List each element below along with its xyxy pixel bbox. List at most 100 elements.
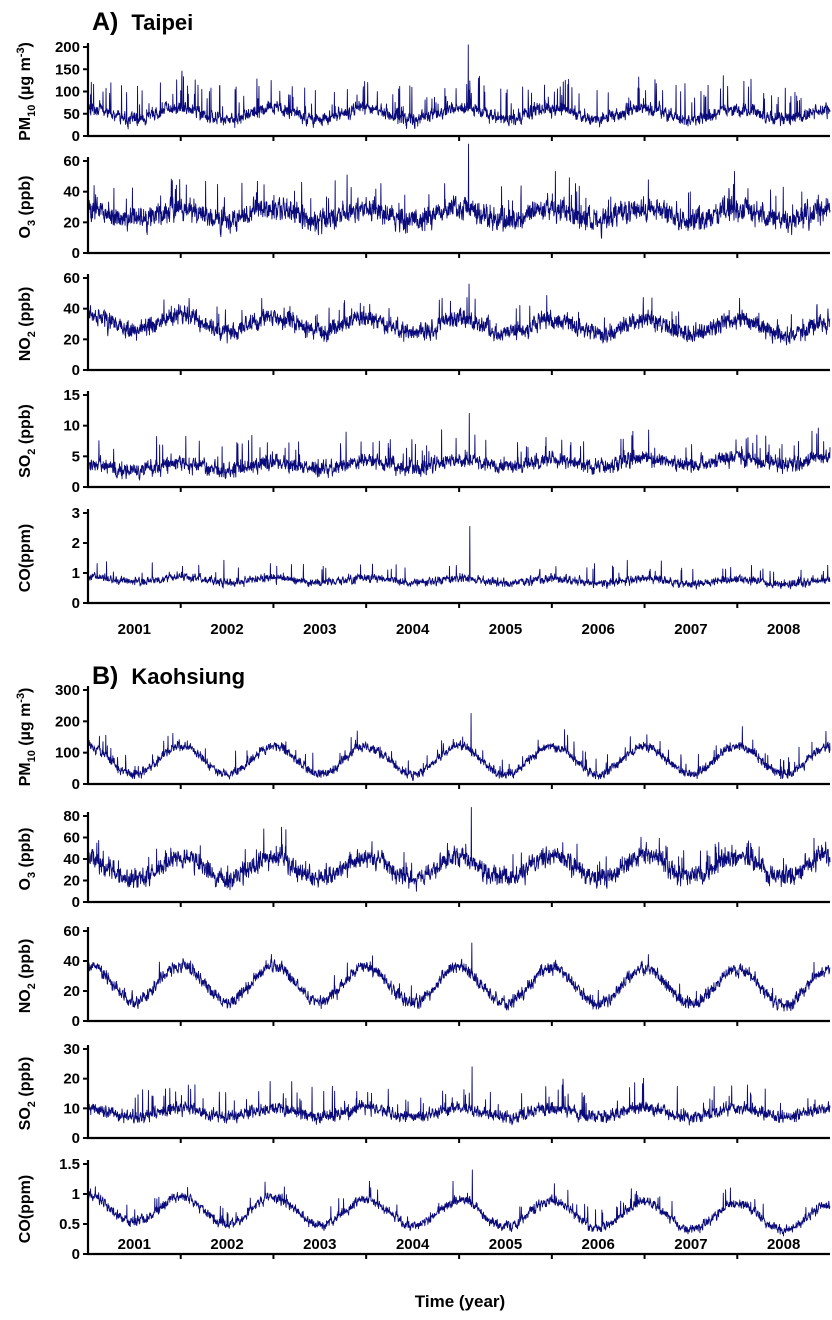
subplot-pm10: 0 50 100 150 200 PM10 (µg m-3) [15,39,831,145]
y-tick-label: 10 [63,418,80,435]
series-line-co [87,1169,831,1237]
series-line-no2 [87,942,831,1012]
x-tick-label-2008: 2008 [767,1236,800,1253]
y-tick-label: 100 [55,84,80,101]
y-tick-label: 20 [63,1071,80,1088]
y-axis-label: CO(ppm) [17,1175,34,1243]
y-axis-label: O3 (ppb) [17,176,38,239]
y-tick-label: 0 [72,362,80,379]
y-tick-label: 20 [63,873,80,890]
y-axis-label: NO2 (ppb) [17,287,38,362]
x-tick-label-2005: 2005 [489,621,522,638]
axis-frame [86,927,830,1023]
axis-frame [86,43,830,138]
series-line-pm10 [87,44,831,130]
y-tick-label: 40 [63,851,80,868]
y-tick-label: 200 [55,713,80,730]
y-tick-label: 1 [72,565,80,582]
y-tick-label: 0 [72,128,80,145]
y-tick-label: 1 [72,1186,80,1203]
y-tick-label: 1.5 [59,1156,80,1173]
axis-frame [86,391,830,489]
y-tick-label: 40 [63,184,80,201]
subplot-co: 0 0.5 1 1.5 CO(ppm) [17,1156,831,1263]
series-line-o3 [87,143,831,239]
x-tick-label-2001: 2001 [118,621,151,638]
subplot-co: 0 1 2 3 CO(ppm) [17,505,831,612]
y-tick-label: 150 [55,61,80,78]
subplot-no2: 0 20 40 60 NO2 (ppb) [17,270,831,379]
y-tick-label: 20 [63,983,80,1000]
y-tick-label: 5 [72,448,80,465]
series-line-so2 [87,1066,831,1126]
subplot-so2: 0 5 10 15 SO2 (ppb) [17,387,831,496]
y-tick-label: 0 [72,479,80,496]
series-line-so2 [87,412,831,481]
y-axis-label: SO2 (ppb) [17,1057,38,1131]
x-tick-label-2004: 2004 [396,621,430,638]
y-tick-label: 10 [63,1100,80,1117]
y-tick-label: 20 [63,214,80,231]
y-tick-label: 0 [72,595,80,612]
axis-frame [86,1045,830,1140]
y-axis-label: PM10 (µg m-3) [15,688,38,787]
x-tick-label-2004: 2004 [396,1236,430,1253]
y-tick-label: 300 [55,682,80,699]
x-tick-label-2002: 2002 [210,1236,243,1253]
y-tick-label: 0.5 [59,1216,80,1233]
y-axis-label: O3 (ppb) [17,828,38,891]
y-axis-label: NO2 (ppb) [17,939,38,1014]
y-tick-label: 40 [63,953,80,970]
y-tick-label: 60 [63,153,80,170]
y-axis-label: PM10 (µg m-3) [15,42,38,141]
y-tick-label: 0 [72,1246,80,1263]
series-line-co [87,526,831,590]
subplot-o3: 0 20 40 60 80 O3 (ppb) [17,806,831,911]
y-axis-label: SO2 (ppb) [17,404,38,478]
y-tick-label: 50 [63,106,80,123]
panel-letter: A) [92,8,118,36]
y-tick-label: 0 [72,776,80,793]
y-tick-label: 20 [63,331,80,348]
y-tick-label: 60 [63,923,80,940]
y-tick-label: 3 [72,505,80,522]
x-tick-label-2005: 2005 [489,1236,522,1253]
subplot-pm10: 0 100 200 300 PM10 (µg m-3) [15,682,831,793]
x-tick-label-2007: 2007 [674,621,707,638]
y-tick-label: 100 [55,745,80,762]
x-axis-title: Time (year) [415,1292,505,1311]
series-line-o3 [87,806,831,892]
y-tick-label: 0 [72,1013,80,1030]
y-axis-label: CO(ppm) [17,524,34,592]
series-line-no2 [87,283,831,346]
x-tick-label-2003: 2003 [303,1236,336,1253]
subplot-no2: 0 20 40 60 NO2 (ppb) [17,923,831,1030]
subplot-so2: 0 10 20 30 SO2 (ppb) [17,1041,831,1147]
y-tick-label: 2 [72,535,80,552]
y-tick-label: 60 [63,270,80,287]
panel-city: Kaohsiung [131,664,245,689]
y-tick-label: 200 [55,39,80,56]
axis-frame [86,686,830,786]
x-tick-label-2008: 2008 [767,621,800,638]
panel-city: Taipei [131,10,193,35]
x-tick-label-2007: 2007 [674,1236,707,1253]
y-tick-label: 60 [63,830,80,847]
x-tick-label-2006: 2006 [582,621,615,638]
subplot-o3: 0 20 40 60 O3 (ppb) [17,143,831,262]
x-tick-label-2002: 2002 [210,621,243,638]
panel-title-kaohsiung: B) Kaohsiung [92,662,245,690]
x-tick-label-2003: 2003 [303,621,336,638]
x-tick-label-2001: 2001 [118,1236,151,1253]
series-line-pm10 [87,713,831,782]
y-tick-label: 0 [72,245,80,262]
y-tick-label: 0 [72,894,80,911]
y-tick-label: 30 [63,1041,80,1058]
panel-letter: B) [92,662,118,690]
y-tick-label: 40 [63,301,80,318]
y-tick-label: 15 [63,387,80,404]
panel-title-taipei: A) Taipei [92,8,193,36]
